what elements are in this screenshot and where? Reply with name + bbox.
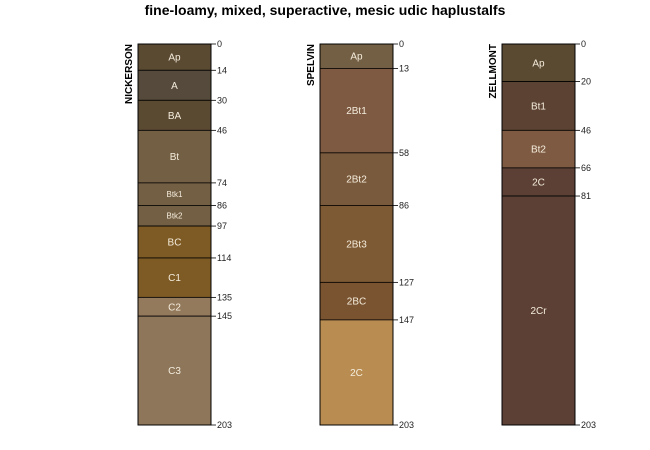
depth-label: 20 bbox=[581, 77, 591, 87]
profile-name: SPELVIN bbox=[306, 44, 317, 86]
horizon-2c bbox=[319, 319, 394, 426]
horizon-2c bbox=[501, 167, 576, 197]
horizon-label: 2Bt2 bbox=[346, 175, 367, 186]
horizon-label: Btk1 bbox=[166, 190, 183, 199]
depth-label: 0 bbox=[217, 39, 222, 49]
depth-label: 66 bbox=[581, 163, 591, 173]
depth-label: 13 bbox=[399, 63, 409, 73]
figure-title: fine-loamy, mixed, superactive, mesic ud… bbox=[144, 2, 506, 18]
profile-frame bbox=[137, 43, 212, 426]
horizon-label: Ap bbox=[350, 52, 363, 63]
depth-label: 46 bbox=[217, 125, 227, 135]
horizon-label: Btk2 bbox=[166, 212, 183, 221]
horizon-2bc bbox=[319, 281, 394, 321]
depth-label: 86 bbox=[217, 200, 227, 210]
horizon-2bt2 bbox=[319, 152, 394, 206]
depth-label: 135 bbox=[217, 292, 232, 302]
horizon-2bt3 bbox=[319, 205, 394, 283]
horizon-2cr bbox=[501, 195, 576, 426]
horizon-label: BA bbox=[168, 111, 182, 122]
horizon-label: 2C bbox=[532, 177, 545, 188]
depth-label: 81 bbox=[581, 191, 591, 201]
horizon-label: C2 bbox=[168, 302, 181, 313]
horizon-label: 2Bt1 bbox=[346, 106, 367, 117]
horizon-label: 2C bbox=[350, 368, 363, 379]
depth-label: 127 bbox=[399, 277, 414, 287]
depth-label: 203 bbox=[217, 420, 232, 430]
horizon-label: Bt1 bbox=[531, 101, 546, 112]
profile-name: ZELLMONT bbox=[488, 44, 499, 98]
depth-label: 14 bbox=[217, 65, 227, 75]
depth-label: 30 bbox=[217, 95, 227, 105]
depth-label: 147 bbox=[399, 315, 414, 325]
profile-frame bbox=[501, 43, 576, 426]
horizon-label: Ap bbox=[168, 53, 181, 64]
depth-label: 203 bbox=[581, 420, 596, 430]
depth-label: 0 bbox=[399, 39, 404, 49]
profile-spelvin: Ap 2Bt1 2Bt2 2Bt3 2BC 2C 0 13 58 86 127 147 203 SPELV… bbox=[306, 39, 414, 430]
depth-label: 203 bbox=[399, 420, 414, 430]
horizon-label: A bbox=[171, 81, 178, 92]
depth-label: 97 bbox=[217, 221, 227, 231]
horizon-c3 bbox=[137, 315, 212, 426]
depth-label: 0 bbox=[581, 39, 586, 49]
profile-nickerson: Ap A BA Bt Btk1 Btk2 BC C1 C2 C3 0 14 30 46 74 86 97 114 1… bbox=[124, 39, 232, 430]
depth-label: 145 bbox=[217, 311, 232, 321]
profile-name: NICKERSON bbox=[124, 44, 135, 104]
horizon-label: C3 bbox=[168, 366, 181, 377]
horizon-label: 2BC bbox=[347, 297, 366, 308]
horizon-label: Bt bbox=[170, 152, 180, 163]
horizon-bc bbox=[137, 225, 212, 259]
horizon-label: C1 bbox=[168, 273, 181, 284]
profile-frame bbox=[319, 43, 394, 426]
depth-label: 46 bbox=[581, 125, 591, 135]
horizon-label: BC bbox=[168, 238, 182, 249]
profile-zellmont: Ap Bt1 Bt2 2C 2Cr 0 20 46 66 81 203 ZELLMONT bbox=[488, 39, 596, 430]
depth-label: 74 bbox=[217, 178, 227, 188]
depth-label: 86 bbox=[399, 200, 409, 210]
horizon-2bt1 bbox=[319, 67, 394, 154]
depth-label: 58 bbox=[399, 148, 409, 158]
depth-label: 114 bbox=[217, 253, 231, 263]
horizon-label: 2Cr bbox=[530, 306, 547, 317]
horizon-label: Ap bbox=[532, 58, 545, 69]
horizon-label: 2Bt3 bbox=[346, 239, 367, 250]
horizon-label: Bt2 bbox=[531, 145, 546, 156]
